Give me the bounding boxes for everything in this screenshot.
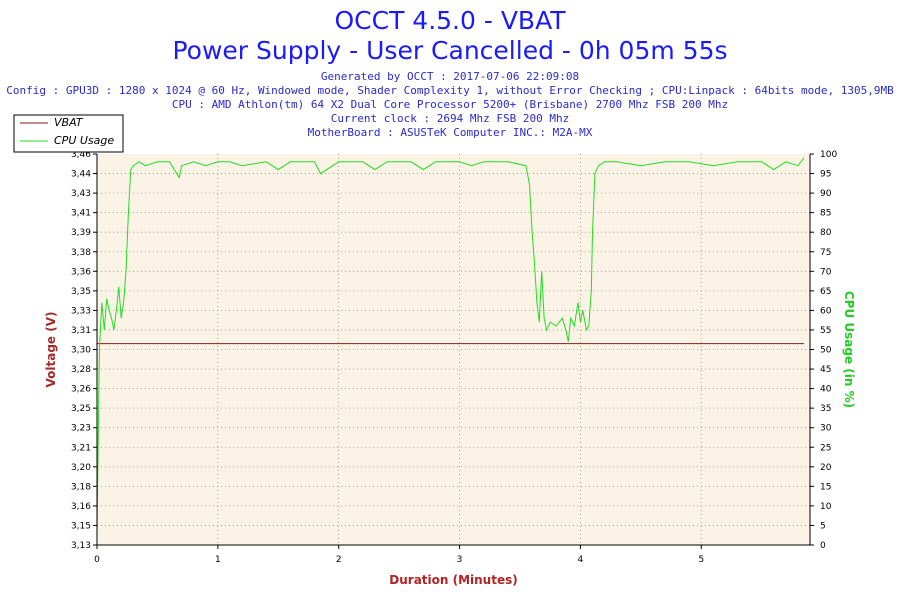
- x-tick-label: 2: [336, 555, 342, 565]
- y-tick-label-left: 3,39: [71, 228, 91, 238]
- y-tick-label-left: 3,16: [71, 502, 91, 512]
- y-tick-label-left: 3,38: [71, 248, 91, 258]
- y-tick-label-left: 3,44: [71, 170, 91, 180]
- y-tick-label-left: 3,15: [71, 521, 91, 531]
- x-tick-label: 4: [578, 555, 584, 565]
- y-tick-label-right: 90: [820, 189, 832, 199]
- right-axis-ticks: 0 5 10 15 20 25 30 35 40 45 50 55 60 65 70 75 80 85 90 95 10…: [810, 150, 837, 551]
- y-tick-label-right: 35: [820, 404, 831, 414]
- y-tick-label-left: 3,18: [71, 482, 91, 492]
- y-tick-label-left: 3,31: [71, 326, 91, 336]
- legend: VBAT CPU Usage: [13, 114, 124, 153]
- clock-line: Current clock : 2694 Mhz FSB 200 Mhz: [330, 112, 570, 125]
- y-tick-label-left: 3,35: [71, 287, 91, 297]
- chart-title: OCCT 4.5.0 - VBAT: [334, 6, 566, 35]
- y-tick-label-right: 60: [820, 306, 832, 316]
- config-line: Config : GPU3D : 1280 x 1024 @ 60 Hz, Wi…: [6, 84, 894, 97]
- y-tick-label-left: 3,21: [71, 443, 91, 453]
- y-tick-label-left: 3,36: [71, 267, 91, 277]
- y-tick-label-right: 5: [820, 521, 826, 531]
- y-tick-label-left: 3,33: [71, 306, 91, 316]
- x-tick-label: 3: [457, 555, 463, 565]
- y-tick-label-right: 95: [820, 170, 831, 180]
- grid-lines: [97, 154, 810, 545]
- y-tick-label-right: 55: [820, 326, 831, 336]
- y-tick-label-right: 85: [820, 209, 831, 219]
- y-tick-label-right: 0: [820, 541, 826, 551]
- left-axis-ticks: 3,13 3,15 3,16 3,18 3,20 3,21 3,23 3,25 3,26 3,28…: [71, 150, 97, 551]
- y-tick-label-right: 75: [820, 248, 831, 258]
- y-tick-label-left: 3,20: [71, 463, 91, 473]
- y-tick-label-left: 3,26: [71, 385, 91, 395]
- motherboard-line: MotherBoard : ASUSTeK Computer INC.: M2A…: [307, 126, 593, 139]
- y-tick-label-right: 100: [820, 150, 837, 160]
- y-tick-label-right: 70: [820, 267, 832, 277]
- y-tick-label-right: 40: [820, 385, 832, 395]
- x-tick-label: 5: [698, 555, 704, 565]
- y-axis-label-right: CPU Usage (in %): [842, 291, 856, 408]
- y-tick-label-right: 65: [820, 287, 831, 297]
- y-tick-label-left: 3,28: [71, 365, 91, 375]
- generated-line: Generated by OCCT : 2017-07-06 22:09:08: [320, 70, 580, 83]
- x-tick-label: 1: [215, 555, 221, 565]
- chart-subtitle: Power Supply - User Cancelled - 0h 05m 5…: [172, 36, 728, 65]
- y-tick-label-left: 3,23: [71, 424, 91, 434]
- y-tick-label-right: 20: [820, 463, 832, 473]
- y-tick-label-left: 3,25: [71, 404, 91, 414]
- legend-label-vbat: VBAT: [54, 116, 84, 129]
- x-axis-ticks: 0 1 2 3 4 5: [94, 545, 704, 565]
- y-tick-label-left: 3,43: [71, 189, 91, 199]
- y-tick-label-left: 3,46: [71, 150, 91, 160]
- y-tick-label-right: 10: [820, 502, 832, 512]
- cpu-line: CPU : AMD Athlon(tm) 64 X2 Dual Core Pro…: [171, 98, 729, 111]
- y-tick-label-right: 30: [820, 424, 832, 434]
- series-group: [96, 157, 805, 534]
- y-tick-label-right: 45: [820, 365, 831, 375]
- x-axis-label: Duration (Minutes): [389, 573, 517, 587]
- y-tick-label-right: 50: [820, 346, 832, 356]
- legend-box: [13, 114, 124, 153]
- x-tick-label: 0: [94, 555, 100, 565]
- y-tick-label-right: 15: [820, 482, 831, 492]
- y-axis-label-left: Voltage (V): [44, 312, 58, 388]
- series-line-cpu-usage: [96, 157, 805, 534]
- y-tick-label-right: 80: [820, 228, 832, 238]
- legend-label-cpu-usage: CPU Usage: [54, 134, 114, 147]
- y-tick-label-left: 3,41: [71, 209, 91, 219]
- y-tick-label-right: 25: [820, 443, 831, 453]
- y-tick-label-left: 3,13: [71, 541, 91, 551]
- y-tick-label-left: 3,30: [71, 346, 91, 356]
